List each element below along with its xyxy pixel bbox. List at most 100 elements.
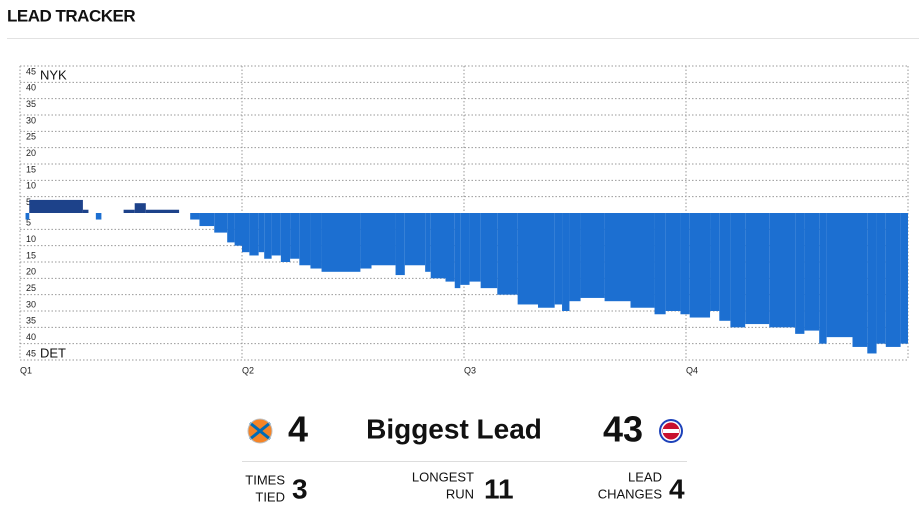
lead-step [280, 213, 291, 262]
lead-step [804, 213, 820, 331]
x-tick-label: Q1 [20, 365, 32, 375]
lead-step [580, 213, 605, 298]
lead-step [82, 209, 89, 213]
lead-step [469, 213, 481, 282]
lead-step [242, 213, 250, 253]
lead-step [249, 213, 259, 256]
x-tick-label: Q3 [464, 365, 476, 375]
y-tick-label: 10 [26, 181, 36, 191]
stat-label: LEAD [628, 469, 662, 484]
y-tick-label: 10 [26, 234, 36, 244]
y-tick-label: 5 [26, 197, 31, 207]
biggest-lead-label: Biggest Lead [366, 413, 542, 444]
x-tick-label: Q2 [242, 365, 254, 375]
knicks-logo [247, 418, 273, 444]
stat-label: LONGEST [412, 469, 474, 484]
lead-step [445, 213, 455, 282]
lead-step [299, 213, 311, 266]
lead-step [885, 213, 901, 347]
lead-step [123, 209, 135, 213]
y-tick-label: 30 [26, 299, 36, 309]
x-tick-label: Q4 [686, 365, 698, 375]
y-tick-label: 45 [26, 66, 36, 76]
lead-step [538, 213, 555, 308]
y-tick-label: 35 [26, 99, 36, 109]
pistons-logo [659, 419, 683, 443]
lead-step [145, 209, 180, 213]
nyk-biggest-lead: 4 [288, 409, 308, 450]
lead-step [199, 213, 215, 227]
lead-step [665, 213, 681, 311]
lead-step [480, 213, 498, 289]
lead-step [134, 203, 146, 213]
lead-step [819, 213, 827, 344]
lead-step [795, 213, 805, 334]
lead-step [852, 213, 868, 347]
lead-step [867, 213, 877, 354]
lead-step [710, 213, 720, 311]
y-tick-label: 15 [26, 250, 36, 260]
y-tick-label: 20 [26, 148, 36, 158]
stat-value: 3 [292, 473, 308, 504]
lead-step [826, 213, 853, 338]
lead-step [630, 213, 655, 308]
lead-step [95, 213, 102, 220]
lead-step [719, 213, 731, 321]
lead-step [689, 213, 711, 318]
plot: 45 40 35 30 25 20 15 10 5 5 10 15 20 25 30 35 40 45 Q1 Q2 Q3… [19, 65, 909, 375]
lead-step [214, 213, 228, 233]
lead-step [371, 213, 396, 266]
lead-step [460, 213, 470, 285]
lead-step [769, 213, 796, 328]
lead-step [654, 213, 666, 315]
lead-step [680, 213, 690, 315]
lead-step [730, 213, 746, 328]
lead-step [604, 213, 631, 302]
lead-step [497, 213, 518, 295]
lead-step [454, 213, 461, 289]
y-tick-label: 35 [26, 316, 36, 326]
y-tick-label: 25 [26, 132, 36, 142]
stat-label: TIMES [245, 472, 285, 487]
lead-step [234, 213, 242, 246]
lead-step [404, 213, 426, 266]
stat-label: TIED [255, 489, 285, 504]
lead-step [25, 213, 30, 220]
lead-step [310, 213, 322, 269]
y-tick-label: 20 [26, 267, 36, 277]
y-tick-label: 45 [26, 348, 36, 358]
y-tick-label: 15 [26, 164, 36, 174]
lead-step [562, 213, 570, 311]
stat-label: RUN [446, 486, 474, 501]
y-tick-label: 30 [26, 115, 36, 125]
lead-step [425, 213, 431, 272]
top-team-label: NYK [40, 67, 67, 82]
lead-step [876, 213, 886, 344]
stat-label: CHANGES [598, 486, 663, 501]
lead-step [554, 213, 563, 305]
stat-value: 4 [669, 473, 685, 504]
lead-step [360, 213, 372, 269]
header-title: LEAD TRACKER [7, 6, 135, 25]
lead-step [227, 213, 235, 243]
stat-value: 11 [484, 473, 514, 504]
lead-step [430, 213, 446, 279]
lead-step [264, 213, 272, 259]
lead-step [900, 213, 908, 344]
bottom-team-label: DET [40, 345, 66, 360]
lead-step [321, 213, 361, 272]
lead-step [745, 213, 770, 325]
lead-step [517, 213, 538, 305]
lead-step [258, 213, 265, 253]
y-tick-label: 25 [26, 283, 36, 293]
lead-step [290, 213, 300, 259]
lead-step [29, 199, 83, 213]
lead-step [271, 213, 281, 256]
lead-step [569, 213, 581, 302]
y-tick-label: 40 [26, 83, 36, 93]
det-biggest-lead: 43 [603, 409, 643, 450]
lead-step [395, 213, 405, 276]
lead-step [190, 213, 200, 220]
y-tick-label: 40 [26, 332, 36, 342]
